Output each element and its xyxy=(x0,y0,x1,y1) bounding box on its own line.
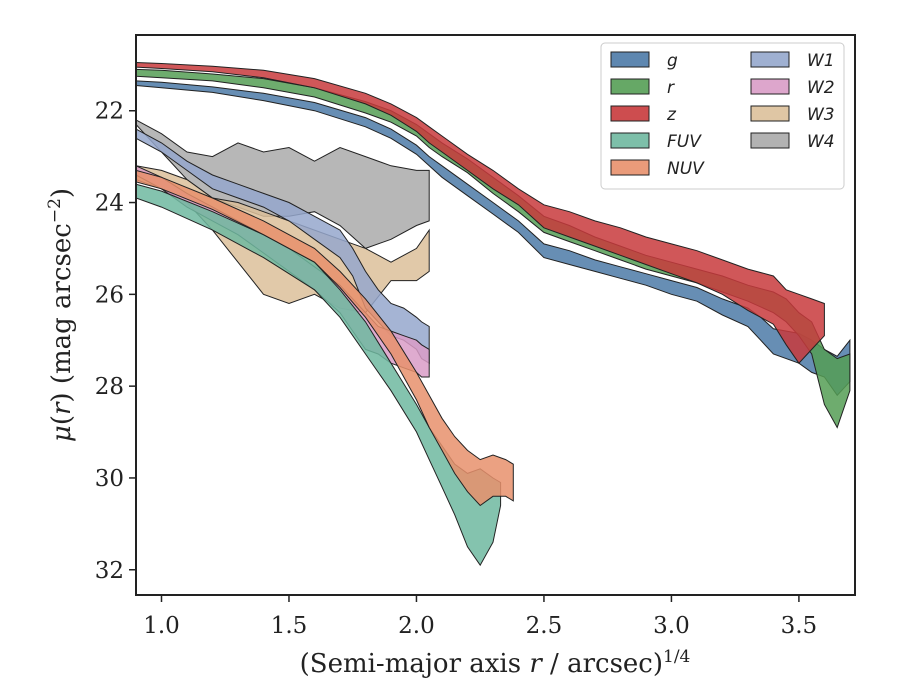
x-tick-label: 1.0 xyxy=(143,613,180,639)
x-tick-label: 3.0 xyxy=(653,613,690,639)
legend-swatch-w3 xyxy=(750,105,790,122)
legend-swatch-w1 xyxy=(750,51,790,68)
legend-swatch-z xyxy=(610,105,650,122)
legend-label-nuv: NUV xyxy=(667,159,705,179)
legend-swatch-nuv xyxy=(610,159,650,176)
legend-swatch-r xyxy=(610,78,650,95)
legend-swatch-w4 xyxy=(750,132,790,149)
legend-label-w3: W3 xyxy=(807,105,835,125)
legend-label-r: r xyxy=(667,78,675,98)
y-axis: 22 24 26 28 30 32 xyxy=(95,99,136,584)
legend-label-w1: W1 xyxy=(807,51,835,71)
band-z xyxy=(136,61,825,364)
y-tick-label: 26 xyxy=(95,282,124,308)
x-axis-label: (Semi-major axis r / arcsec)1/4 xyxy=(300,647,691,679)
legend: grz FUV NUV W1 W2 W3 W4 xyxy=(600,42,845,190)
legend-label-g: g xyxy=(667,51,678,71)
band-fuv xyxy=(136,183,502,567)
legend-label-w2: W2 xyxy=(807,78,835,98)
y-tick-label: 32 xyxy=(95,558,124,584)
plot-frame xyxy=(135,34,856,596)
x-axis: 1.0 1.5 2.0 2.5 3.0 3.5 xyxy=(143,595,817,639)
legend-swatch-g xyxy=(610,51,650,68)
legend-label-z: z xyxy=(666,105,677,125)
legend-label-w4: W4 xyxy=(807,132,835,152)
y-tick-label: 24 xyxy=(95,191,124,217)
x-tick-label: 1.5 xyxy=(271,613,308,639)
bands-group xyxy=(136,61,851,567)
y-axis-label: μ(r) (mag arcsec−2) xyxy=(45,188,77,442)
x-tick-label: 2.0 xyxy=(398,613,435,639)
x-tick-label: 3.5 xyxy=(781,613,818,639)
y-tick-label: 28 xyxy=(95,374,124,400)
y-tick-label: 30 xyxy=(95,466,124,492)
legend-swatch-w2 xyxy=(750,78,790,95)
band-nuv xyxy=(136,169,514,507)
x-tick-label: 2.5 xyxy=(526,613,563,639)
legend-swatch-fuv xyxy=(610,132,650,149)
y-tick-label: 22 xyxy=(95,99,124,125)
legend-label-fuv: FUV xyxy=(667,132,702,152)
